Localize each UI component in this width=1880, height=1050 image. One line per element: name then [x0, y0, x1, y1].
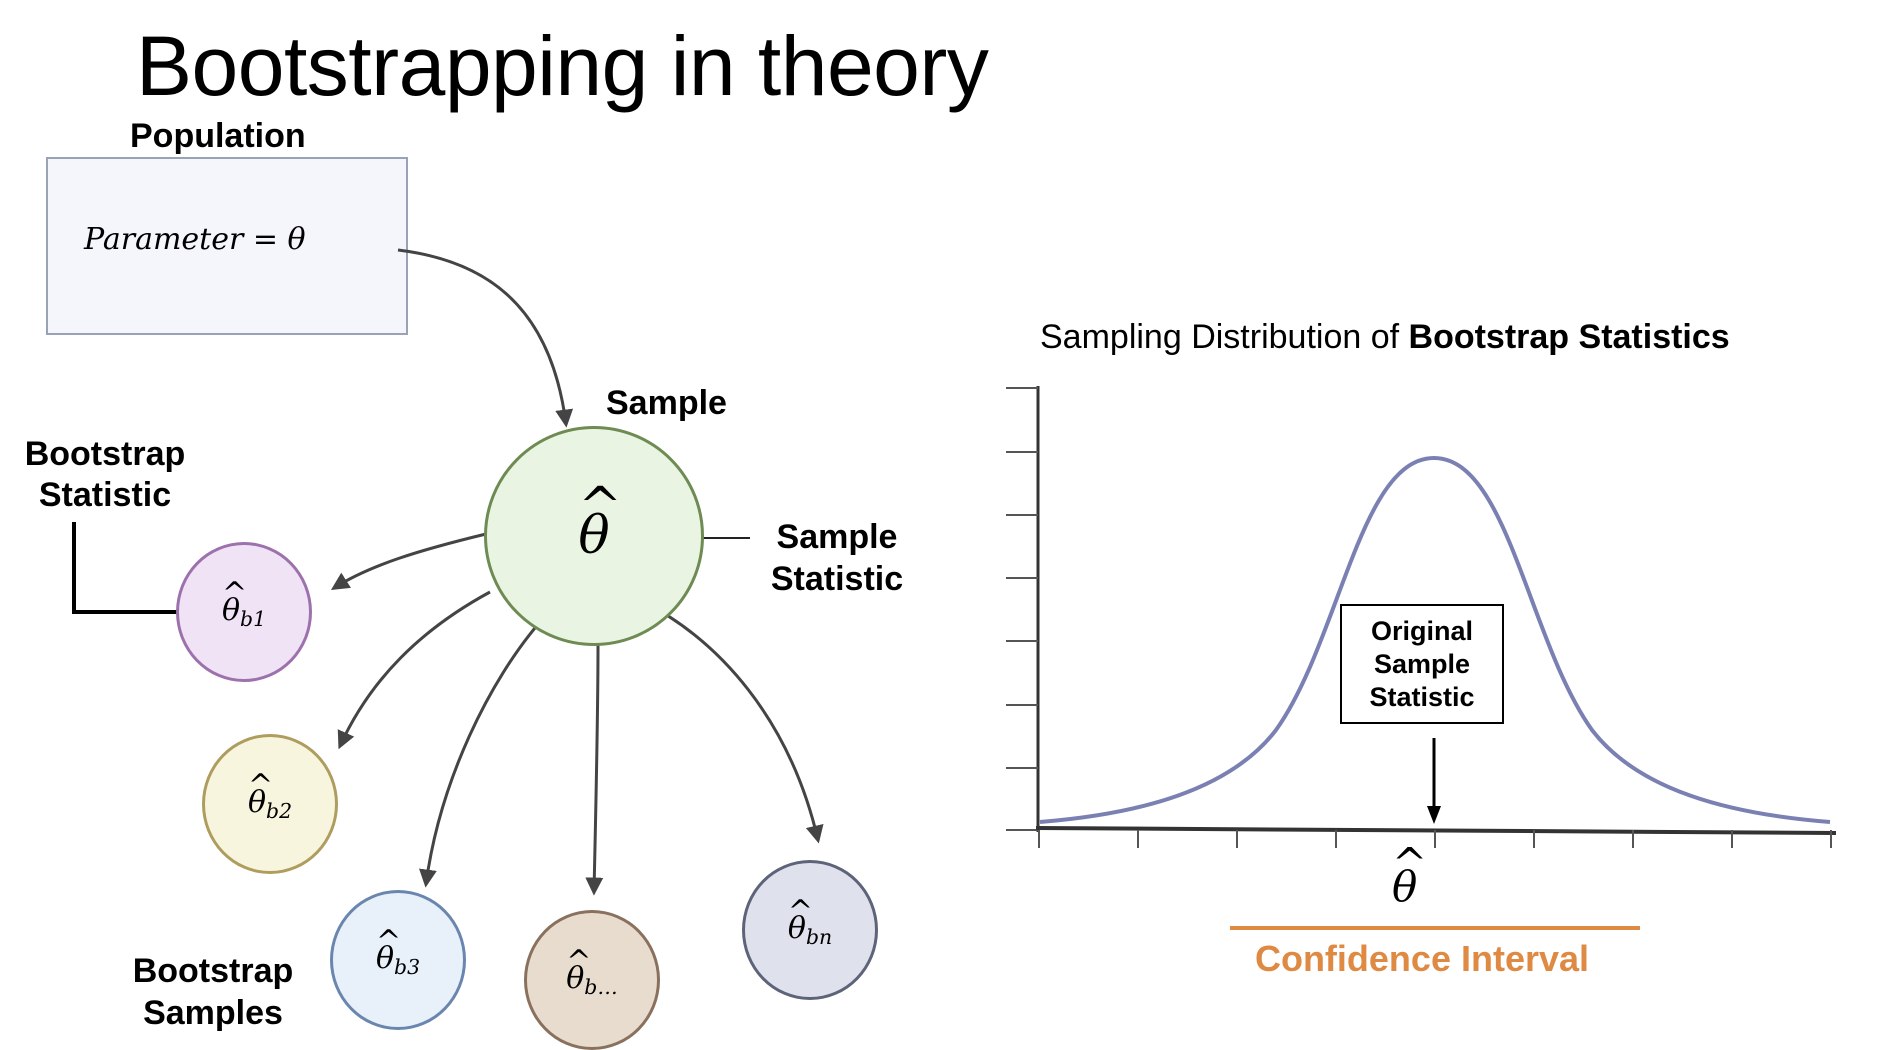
bootstrap-statistic-label: Bootstrap Statistic	[24, 435, 186, 514]
arrow-to-bn	[639, 598, 824, 844]
population-box	[46, 157, 408, 335]
sample-circle: θ	[484, 426, 704, 646]
page-title: Bootstrapping in theory	[136, 19, 989, 113]
population-to-sample-arrow	[397, 248, 574, 428]
confidence-interval-label: Confidence Interval	[1254, 938, 1590, 979]
original-sample-statistic-box: Original Sample Statistic	[1340, 604, 1504, 724]
bootstrap-samples-label: Bootstrap Samples	[132, 952, 294, 1032]
bootstrap-circle-b1: θb1	[176, 542, 312, 682]
bootstrap-circle-b2: θb2	[202, 734, 338, 874]
bootstrap-circle-b3: θb3	[330, 890, 466, 1030]
arrow-to-bdots	[585, 643, 604, 896]
population-label: Population	[130, 117, 306, 155]
arrow-to-b2	[337, 590, 491, 750]
sample-statistic-label: Sample Statistic	[770, 518, 904, 598]
axis-theta-hat: θ	[1392, 839, 1418, 911]
arrow-to-b3	[419, 621, 542, 888]
bootstrap-distribution-curve	[1039, 455, 1831, 824]
arrow-to-b1	[330, 532, 487, 590]
chart-title: Sampling Distribution of Bootstrap Stati…	[1040, 318, 1730, 356]
parameter-text: Parameter = θ	[84, 222, 306, 257]
original-statistic-arrowhead	[1427, 806, 1441, 824]
sample-label: Sample	[606, 384, 727, 422]
bootstrap-circle-bdots: θb…	[524, 910, 660, 1050]
sample-theta-hat: θ	[578, 477, 610, 566]
bootstrap-circle-bn: θbn	[742, 860, 878, 1000]
bootstrap-statistic-pointer	[72, 522, 204, 622]
